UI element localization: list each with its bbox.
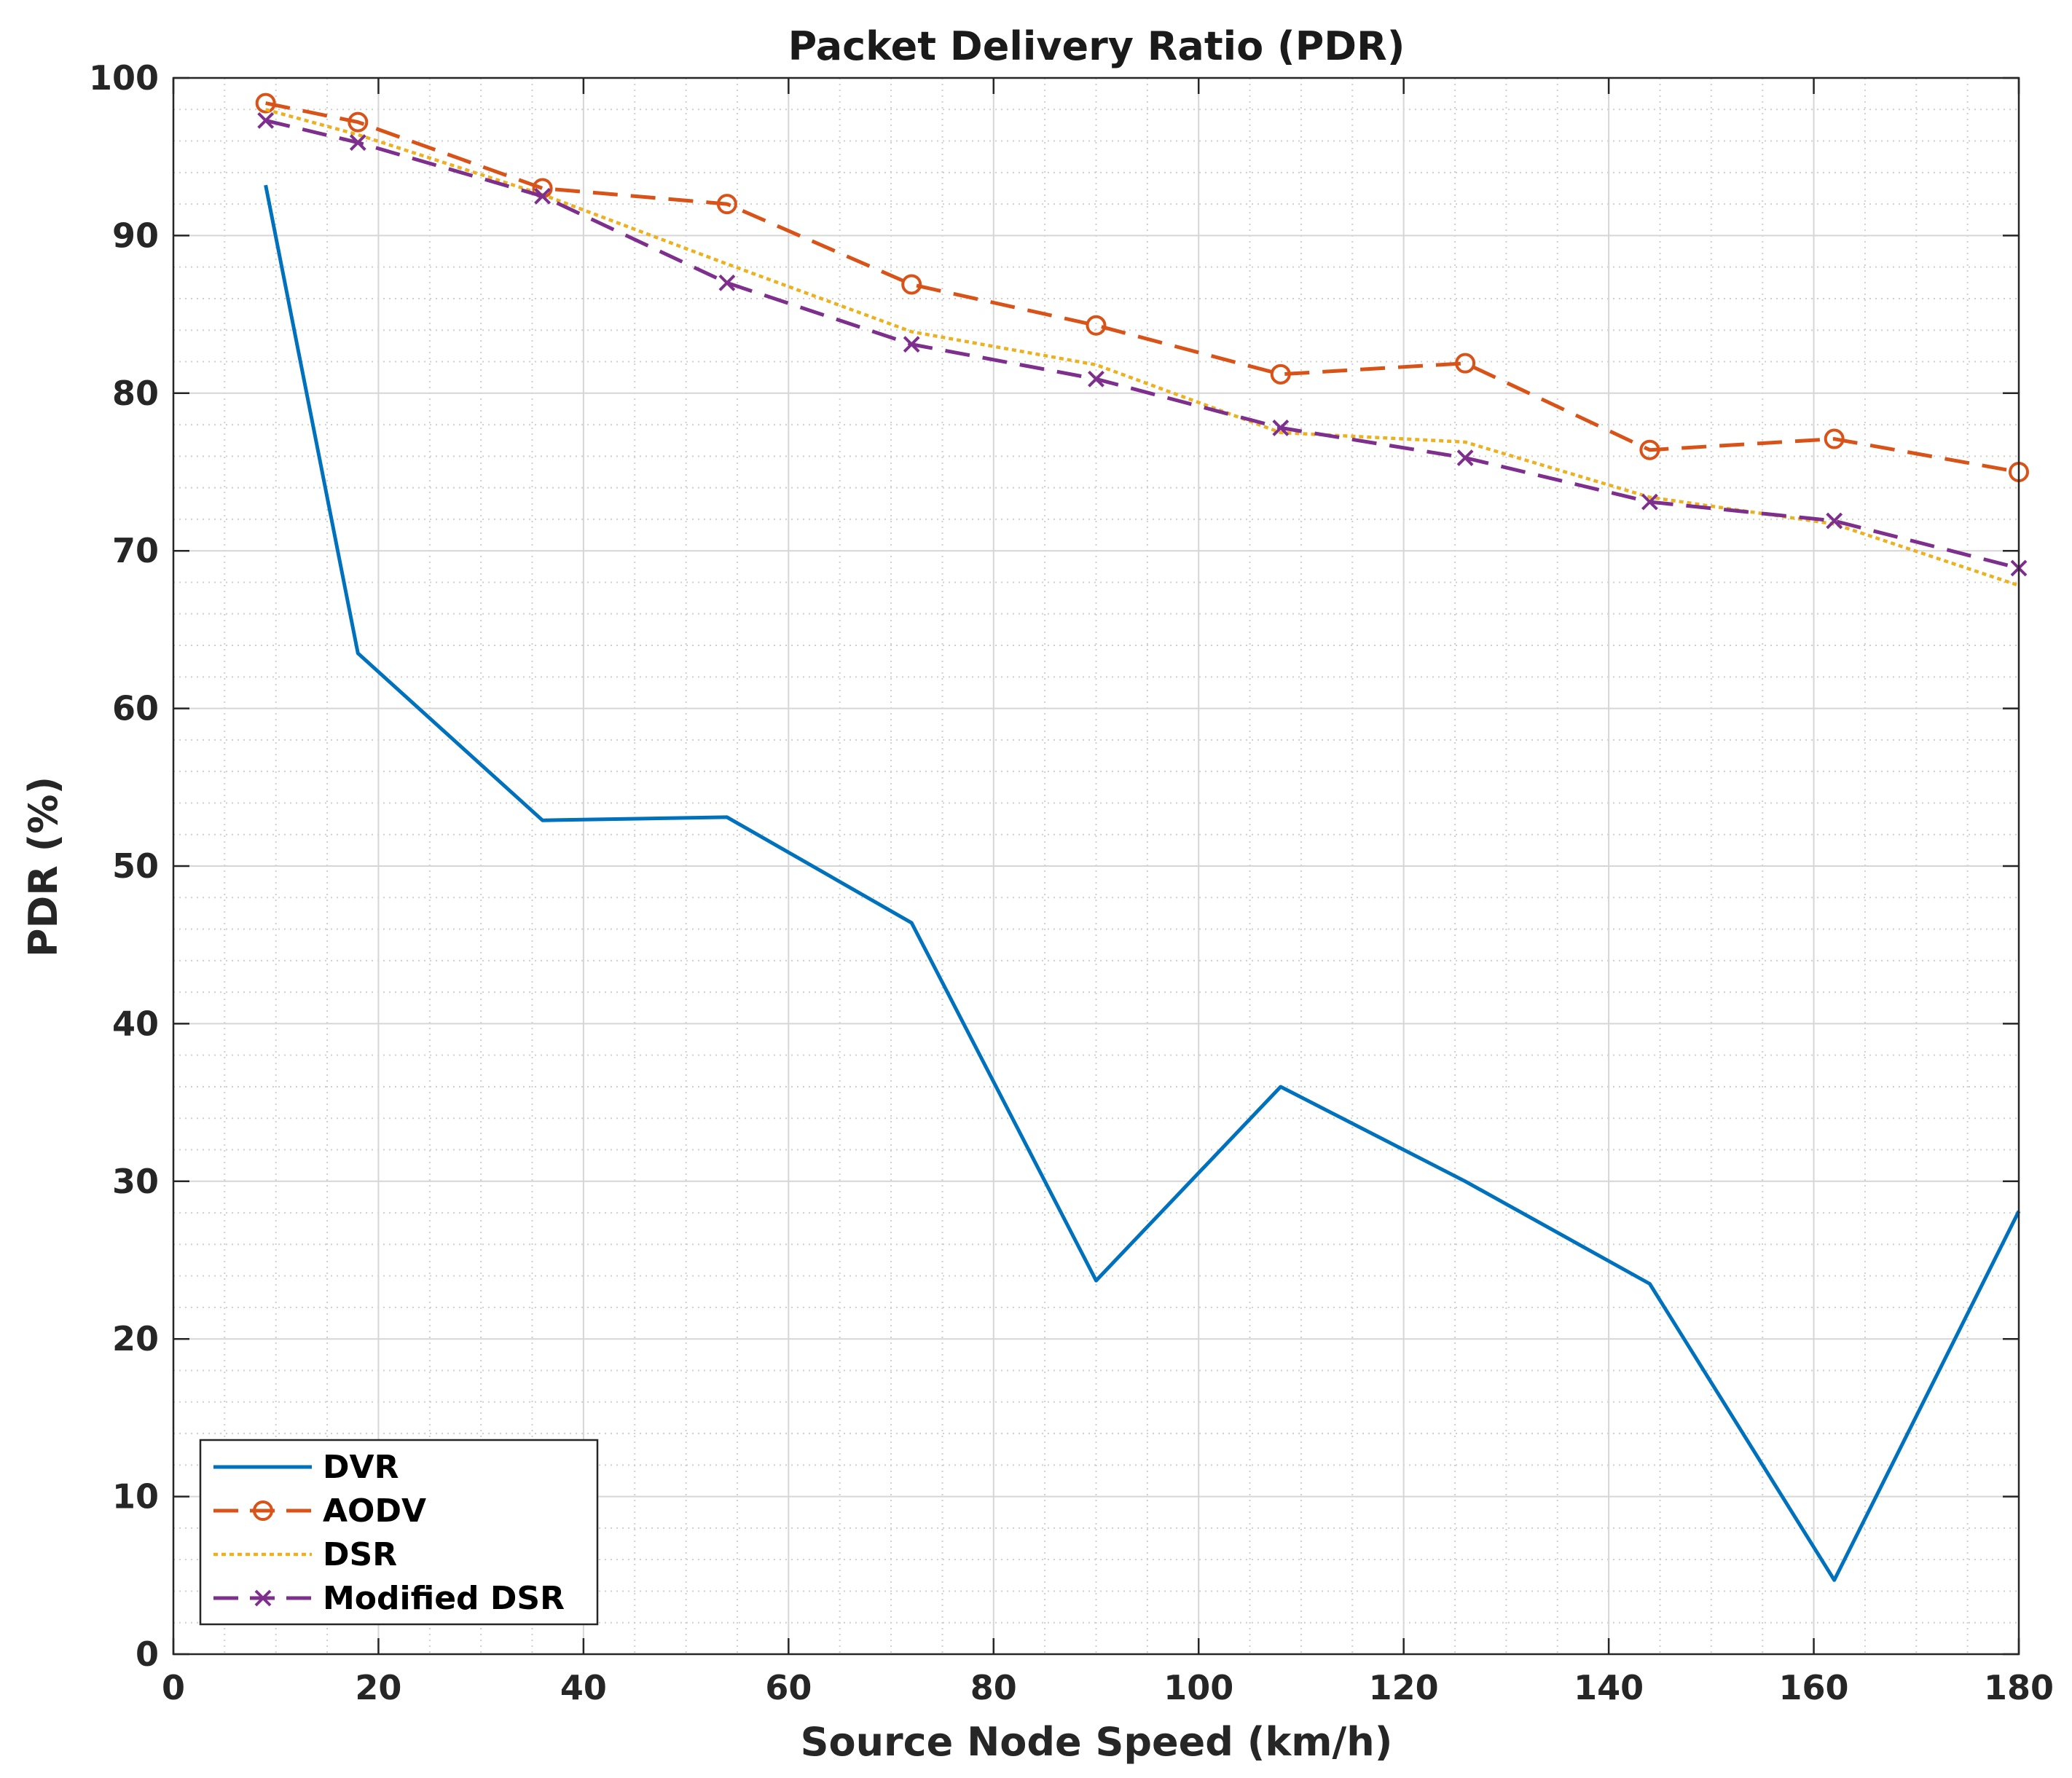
y-tick-label: 40 xyxy=(112,1004,159,1043)
y-tick-label: 100 xyxy=(89,58,159,98)
data-point-modified-dsr xyxy=(257,112,275,129)
data-point-modified-dsr xyxy=(1088,370,1104,388)
data-point-modified-dsr xyxy=(718,274,736,291)
x-tick-label: 140 xyxy=(1574,1668,1644,1707)
y-axis-label: PDR (%) xyxy=(20,776,66,957)
y-tick-label: 10 xyxy=(112,1477,159,1517)
legend-label: DSR xyxy=(323,1536,397,1573)
axes xyxy=(172,76,2020,1656)
x-tick-labels: 0 20 40 60 80 100 120 140 160 180 xyxy=(162,1668,2054,1707)
legend-item-dsr: DSR xyxy=(213,1536,397,1573)
x-tick-label: 20 xyxy=(355,1668,401,1707)
series-line-dvr xyxy=(264,184,2021,1582)
data-point-modified-dsr xyxy=(1826,512,1843,530)
y-tick-label: 80 xyxy=(112,374,159,413)
legend-item-modified-dsr: Modified DSR xyxy=(213,1580,565,1617)
series-line-dsr xyxy=(265,108,2020,587)
series-dsr xyxy=(265,108,2020,587)
legend-item-aodv: AODV xyxy=(213,1492,426,1530)
data-point-aodv xyxy=(1824,428,1845,449)
x-axis-label: Source Node Speed (km/h) xyxy=(801,1719,1393,1765)
data-point-aodv xyxy=(901,274,922,295)
y-tick-label: 90 xyxy=(112,216,159,255)
chart-title: Packet Delivery Ratio (PDR) xyxy=(788,23,1405,69)
x-tick-label: 80 xyxy=(970,1668,1017,1707)
legend-label: Modified DSR xyxy=(323,1580,565,1617)
x-tick-label: 180 xyxy=(1984,1668,2054,1707)
y-tick-label: 20 xyxy=(112,1319,159,1358)
data-point-aodv xyxy=(348,111,369,133)
data-point-aodv xyxy=(716,194,737,215)
y-tick-labels: 0 10 20 30 40 50 60 70 80 90 100 xyxy=(89,58,159,1674)
y-tick-label: 50 xyxy=(112,846,159,886)
y-tick-label: 30 xyxy=(112,1162,159,1201)
data-point-modified-dsr xyxy=(349,134,366,152)
y-tick-label: 0 xyxy=(136,1635,159,1674)
series-dvr xyxy=(264,184,2021,1582)
x-tick-label: 0 xyxy=(162,1668,185,1707)
y-tick-label: 60 xyxy=(112,689,159,728)
data-point-modified-dsr xyxy=(534,187,552,205)
legend: DVR AODV DSR Modified DSR xyxy=(199,1439,599,1626)
y-tick-label: 70 xyxy=(112,531,159,570)
data-point-aodv xyxy=(1270,363,1291,385)
x-tick-label: 100 xyxy=(1163,1668,1233,1707)
x-tick-label: 120 xyxy=(1369,1668,1439,1707)
x-tick-label: 60 xyxy=(765,1668,812,1707)
legend-marker xyxy=(253,1500,273,1521)
legend-label: DVR xyxy=(323,1449,399,1486)
legend-marker xyxy=(254,1589,272,1607)
data-point-modified-dsr xyxy=(1456,449,1474,466)
data-point-aodv xyxy=(1455,353,1476,374)
data-point-aodv xyxy=(255,93,276,114)
legend-label: AODV xyxy=(323,1492,426,1530)
data-point-aodv xyxy=(1639,439,1660,460)
data-point-modified-dsr xyxy=(1272,419,1290,436)
x-tick-label: 160 xyxy=(1779,1668,1849,1707)
legend-item-dvr: DVR xyxy=(213,1449,399,1486)
x-tick-label: 40 xyxy=(560,1668,607,1707)
data-point-modified-dsr xyxy=(903,336,920,353)
data-point-modified-dsr xyxy=(1641,493,1658,511)
data-point-aodv xyxy=(1086,315,1107,336)
series-modified-dsr xyxy=(257,112,2028,577)
